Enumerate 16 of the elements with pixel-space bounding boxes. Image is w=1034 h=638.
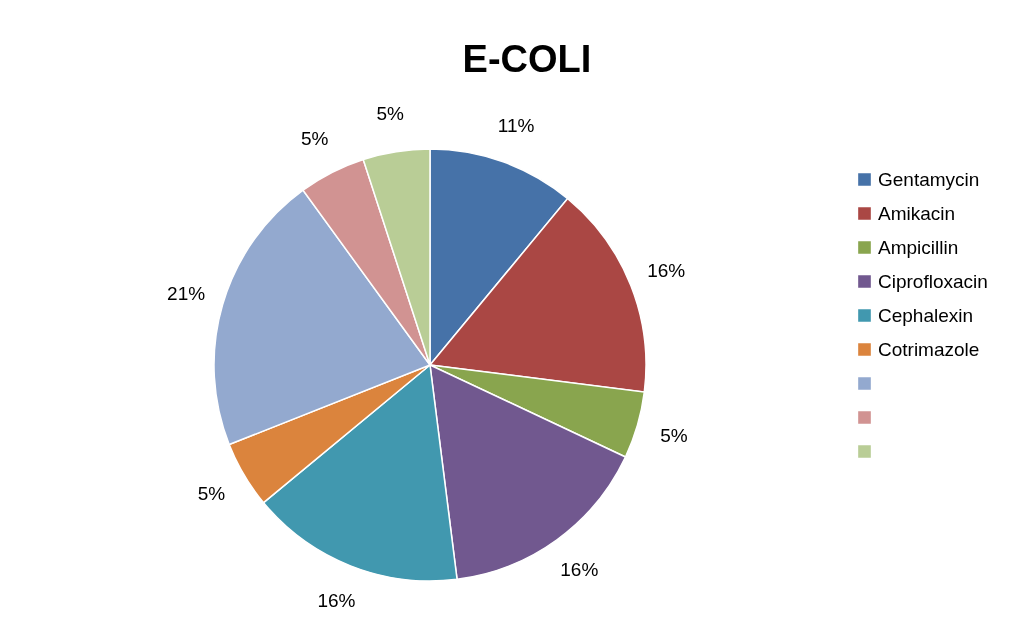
legend-label: Ciprofloxacin [878, 270, 988, 292]
data-label: 21% [167, 283, 206, 305]
legend-label: Ampicillin [878, 236, 959, 258]
legend-label: Cephalexin [878, 304, 974, 326]
legend-label: Cotrimazole [878, 338, 980, 360]
data-label: 11% [497, 115, 535, 137]
data-label: 16% [647, 260, 686, 282]
data-label: 5% [300, 127, 329, 149]
legend-label: Gentamycin [878, 168, 980, 190]
chart-title: E-COLI [462, 38, 592, 80]
legend-label: Amikacin [878, 202, 956, 224]
data-label: 5% [660, 424, 688, 446]
data-label: 16% [560, 559, 599, 581]
data-label: 5% [197, 483, 226, 505]
data-label: 16% [317, 590, 356, 612]
data-label: 5% [376, 103, 405, 125]
